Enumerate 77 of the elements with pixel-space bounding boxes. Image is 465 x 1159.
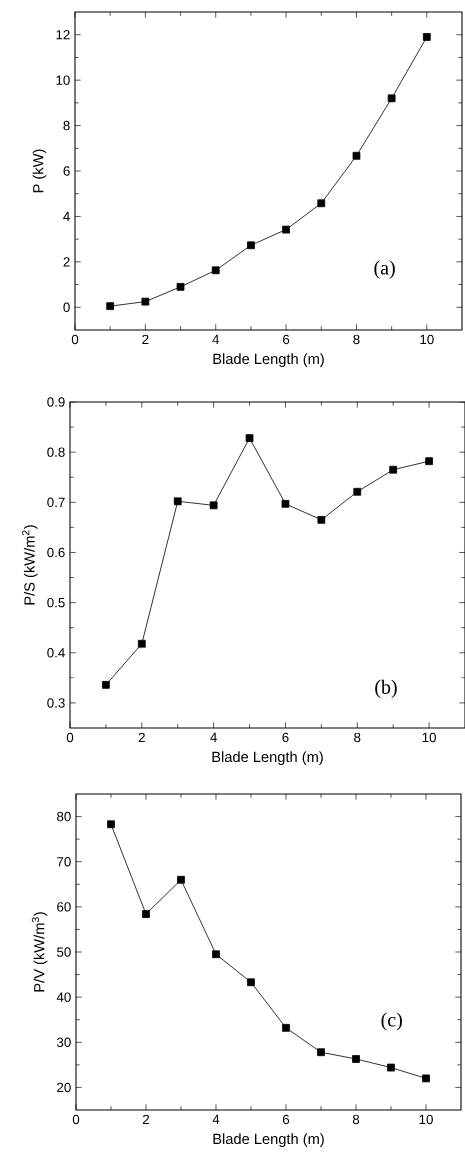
x-axis-title: Blade Length (m) <box>213 1133 324 1147</box>
x-tick-label: 2 <box>142 334 149 345</box>
x-tick-label: 2 <box>138 732 145 743</box>
annotation: (c) <box>381 1012 402 1031</box>
point <box>245 434 254 442</box>
point <box>137 639 146 648</box>
x-axis-title: Blade Length (m) <box>213 353 324 367</box>
y-tick-label: 4 <box>63 211 70 222</box>
y-tick-label: 40 <box>56 992 71 1002</box>
point <box>352 151 361 160</box>
point <box>209 501 218 510</box>
annotation: (a) <box>374 260 395 279</box>
point <box>422 33 431 41</box>
point <box>142 910 150 918</box>
point <box>425 457 433 466</box>
x-tick-label: 0 <box>71 334 79 345</box>
point <box>282 1023 290 1032</box>
point <box>317 199 326 208</box>
x-tick-label: 4 <box>212 334 220 344</box>
point <box>422 1074 430 1083</box>
y-tick-label: 60 <box>57 902 71 912</box>
y-tick-label: 12 <box>56 30 70 40</box>
point <box>352 1055 360 1063</box>
y-tick-label: 6 <box>63 166 70 176</box>
y-axis-title: P/V (kW/m$^{3}$) <box>31 912 48 992</box>
point <box>247 978 255 987</box>
point <box>102 681 110 689</box>
y-tick-label: 0.3 <box>47 698 65 708</box>
y-tick-label: 30 <box>56 1037 71 1047</box>
point <box>107 820 115 829</box>
y-tick-label: 0.9 <box>47 397 65 407</box>
x-tick-label: 8 <box>354 732 361 743</box>
point <box>177 875 185 884</box>
x-tick-label: 6 <box>282 1114 290 1125</box>
x-tick-label: 2 <box>142 1114 150 1125</box>
x-tick-label: 8 <box>352 1114 360 1125</box>
y-tick-label: 50 <box>57 947 71 957</box>
y-tick-label: 0.4 <box>47 648 65 658</box>
x-tick-label: 4 <box>212 1114 220 1124</box>
y-tick-label: 0 <box>63 302 70 313</box>
point <box>173 497 182 506</box>
x-tick-label: 10 <box>419 1114 433 1125</box>
point <box>353 487 362 496</box>
y-tick-label: 70 <box>57 857 71 867</box>
annotation: (b) <box>375 679 397 698</box>
point <box>387 1063 395 1072</box>
point <box>106 302 115 311</box>
y-axis-title: P/S (kW/m$^{2}$) <box>22 525 38 605</box>
x-tick-label: 6 <box>282 732 289 743</box>
y-tick-label: 2 <box>63 257 70 267</box>
point <box>317 516 326 524</box>
x-tick-label: 10 <box>420 334 434 345</box>
point <box>176 282 185 291</box>
point <box>387 94 396 103</box>
x-axis-title: Blade Length (m) <box>212 751 323 765</box>
point <box>389 465 398 474</box>
point <box>211 266 220 275</box>
point <box>247 241 255 250</box>
x-tick-label: 6 <box>283 334 290 345</box>
point <box>282 225 290 234</box>
y-axis-title: P (kW) <box>32 149 47 193</box>
x-tick-label: 0 <box>72 1114 80 1125</box>
y-tick-label: 0.8 <box>47 447 65 457</box>
y-tick-label: 10 <box>56 75 70 85</box>
y-tick-label: 8 <box>63 120 70 131</box>
y-tick-label: 20 <box>57 1082 71 1093</box>
x-tick-label: 8 <box>353 334 360 345</box>
y-tick-label: 0.6 <box>47 547 65 558</box>
x-tick-label: 4 <box>210 732 217 742</box>
point <box>141 297 150 306</box>
point <box>281 499 290 508</box>
point <box>212 950 220 959</box>
x-tick-label: 10 <box>422 732 436 743</box>
point <box>317 1048 325 1057</box>
y-tick-label: 0.7 <box>47 497 65 508</box>
y-tick-label: 80 <box>57 811 71 822</box>
y-tick-label: 0.5 <box>47 597 65 608</box>
